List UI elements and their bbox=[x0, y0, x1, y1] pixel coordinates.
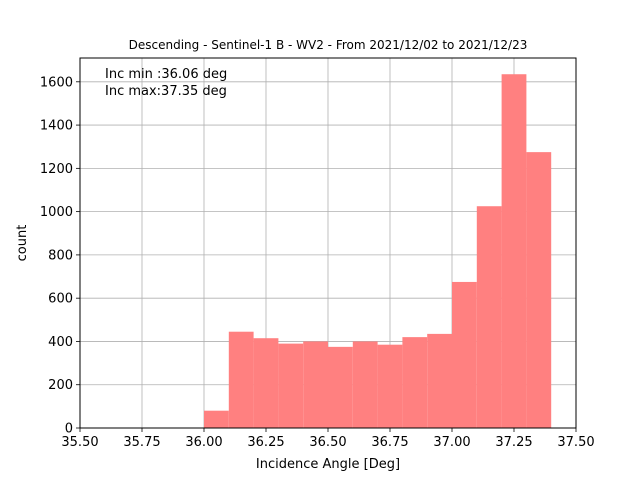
x-axis-label: Incidence Angle [Deg] bbox=[256, 457, 400, 472]
y-tick-label: 400 bbox=[48, 335, 73, 350]
histogram-bar bbox=[476, 206, 502, 428]
y-tick-label: 200 bbox=[48, 378, 73, 393]
histogram-bar bbox=[402, 337, 428, 428]
x-tick-label: 37.00 bbox=[433, 435, 470, 450]
histogram-bar bbox=[303, 341, 328, 428]
annotation-inc-min: Inc min :36.06 deg bbox=[105, 67, 227, 82]
y-axis-ticks: 0 200 400 600 800 1000 1200 1400 1600 bbox=[40, 75, 80, 437]
x-tick-label: 36.00 bbox=[185, 435, 222, 450]
x-axis-ticks: 35.50 35.75 36.00 36.25 36.50 36.75 37.00 37.25… bbox=[61, 428, 595, 450]
annotation-inc-max: Inc max:37.35 deg bbox=[105, 84, 227, 99]
histogram-bars bbox=[204, 74, 552, 428]
histogram-bar bbox=[278, 343, 304, 428]
histogram-bar bbox=[377, 344, 403, 428]
histogram-bar bbox=[452, 281, 477, 428]
chart-title: Descending - Sentinel-1 B - WV2 - From 2… bbox=[129, 38, 528, 52]
y-axis-label: count bbox=[15, 225, 30, 262]
histogram-bar bbox=[204, 410, 229, 428]
x-tick-label: 36.75 bbox=[371, 435, 408, 450]
histogram-bar bbox=[526, 152, 552, 428]
y-tick-label: 1200 bbox=[40, 162, 73, 177]
y-tick-label: 800 bbox=[48, 248, 73, 263]
histogram-bar bbox=[501, 74, 527, 428]
histogram-bar bbox=[228, 331, 254, 428]
y-tick-label: 1000 bbox=[40, 205, 73, 220]
histogram-bar bbox=[427, 333, 452, 428]
histogram-bar bbox=[253, 338, 279, 428]
x-tick-label: 37.50 bbox=[557, 435, 594, 450]
y-tick-label: 600 bbox=[48, 292, 73, 307]
x-tick-label: 36.25 bbox=[247, 435, 284, 450]
x-tick-label: 36.50 bbox=[309, 435, 346, 450]
histogram-bar bbox=[352, 341, 378, 428]
y-tick-label: 1600 bbox=[40, 75, 73, 90]
histogram-bar bbox=[328, 346, 353, 428]
plot-frame bbox=[79, 57, 577, 429]
y-tick-label: 1400 bbox=[40, 119, 73, 134]
y-tick-label: 0 bbox=[65, 422, 73, 437]
x-tick-label: 37.25 bbox=[495, 435, 532, 450]
x-tick-label: 35.75 bbox=[123, 435, 160, 450]
x-tick-label: 35.50 bbox=[61, 435, 98, 450]
